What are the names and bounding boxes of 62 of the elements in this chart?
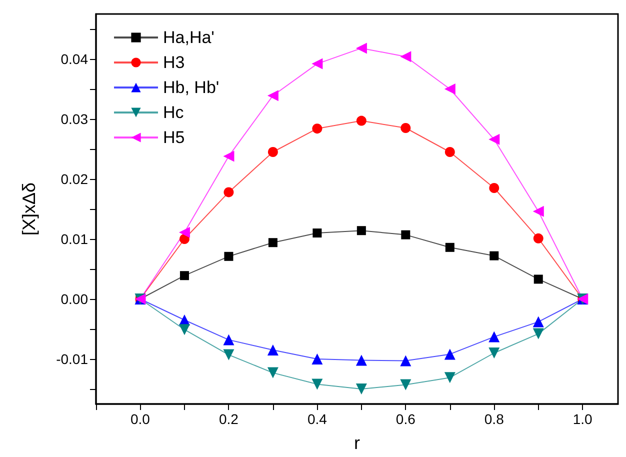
y-tick-label: 0.02 xyxy=(60,171,88,187)
point xyxy=(532,206,544,217)
point xyxy=(488,134,500,145)
x-tick-label: 0.6 xyxy=(396,411,416,427)
point xyxy=(178,324,190,336)
point xyxy=(444,372,456,384)
point xyxy=(356,116,366,126)
point xyxy=(356,354,367,366)
point xyxy=(445,242,454,252)
point xyxy=(178,226,190,238)
point xyxy=(444,84,456,94)
point xyxy=(224,187,234,198)
point xyxy=(488,331,500,342)
point xyxy=(532,328,544,340)
point xyxy=(490,251,499,260)
legend-label: Ha,Ha' xyxy=(163,28,214,47)
point xyxy=(401,230,410,240)
point xyxy=(312,58,323,70)
x-tick-label: 0.2 xyxy=(218,411,239,427)
x-tick-label: 0.8 xyxy=(484,411,504,427)
point xyxy=(224,252,234,261)
x-tick-label: 0.0 xyxy=(130,411,150,427)
legend-label: Hb, Hb' xyxy=(163,78,220,97)
y-tick-label: 0.03 xyxy=(60,111,88,127)
legend-label: H3 xyxy=(163,53,185,72)
point xyxy=(400,51,412,62)
point xyxy=(267,90,278,102)
point xyxy=(444,147,455,157)
point xyxy=(356,226,366,236)
legend-label: H5 xyxy=(163,128,185,147)
point xyxy=(180,271,189,280)
point xyxy=(268,238,278,248)
x-axis-title: r xyxy=(354,433,360,453)
y-tick-label: -0.01 xyxy=(56,351,88,367)
y-tick-label: 0.01 xyxy=(60,231,88,247)
point xyxy=(312,124,322,134)
point xyxy=(312,354,323,364)
point xyxy=(223,349,234,360)
point xyxy=(268,147,278,157)
point xyxy=(488,348,500,358)
point xyxy=(532,316,544,328)
y-tick-label: 0.04 xyxy=(60,51,88,67)
point xyxy=(444,348,456,360)
y-tick-label: 0.00 xyxy=(60,291,88,307)
point xyxy=(400,355,412,366)
point xyxy=(400,123,411,133)
x-tick-label: 0.4 xyxy=(307,411,328,427)
point xyxy=(489,183,500,193)
point xyxy=(400,379,412,390)
x-tick-label: 1.0 xyxy=(572,411,593,427)
point xyxy=(223,150,234,162)
point xyxy=(267,344,278,356)
point xyxy=(533,233,544,244)
point xyxy=(312,228,322,238)
point xyxy=(312,378,323,390)
point xyxy=(534,274,543,284)
y-axis-title: [X]xΔδ xyxy=(19,182,39,236)
legend-label: Hc xyxy=(163,103,184,122)
point xyxy=(356,42,367,54)
point xyxy=(223,334,234,346)
point xyxy=(267,367,278,378)
point xyxy=(356,384,367,394)
